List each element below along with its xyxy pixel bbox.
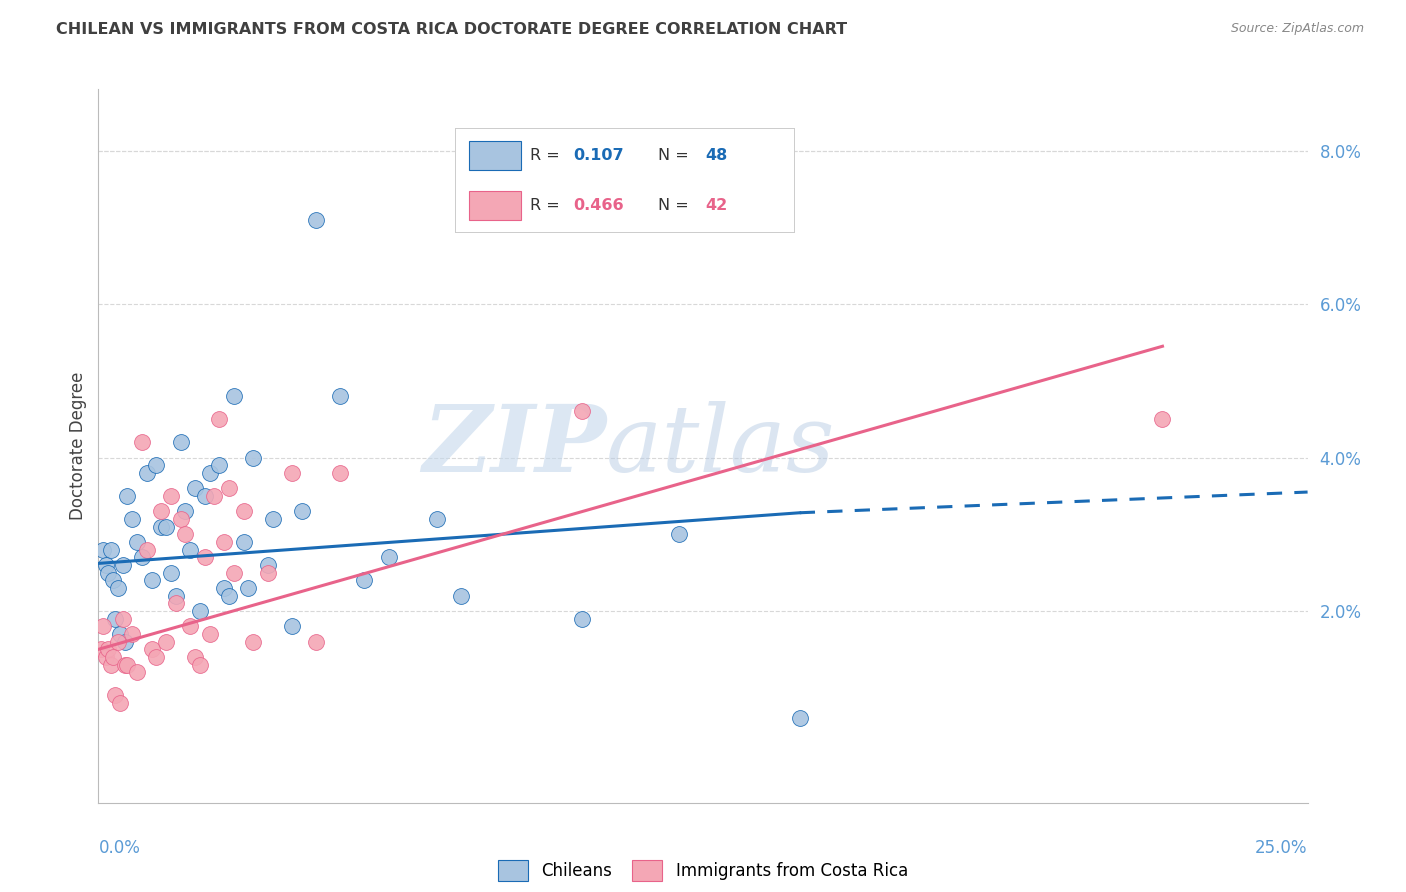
Text: Source: ZipAtlas.com: Source: ZipAtlas.com (1230, 22, 1364, 36)
Text: atlas: atlas (606, 401, 835, 491)
Point (174, 527, 197, 541)
Point (135, 466, 157, 480)
Point (426, 512, 449, 526)
Point (188, 604, 211, 618)
Point (111, 558, 134, 572)
Point (100, 542, 122, 557)
Point (242, 450, 264, 465)
Point (114, 634, 136, 648)
Point (242, 634, 264, 648)
Point (155, 519, 177, 533)
Text: 25.0%: 25.0% (1256, 838, 1308, 856)
Point (100, 657, 122, 672)
Point (668, 527, 690, 541)
Point (91, 542, 114, 557)
Point (184, 481, 207, 495)
Point (218, 589, 240, 603)
Point (377, 550, 399, 565)
Point (571, 404, 593, 418)
Point (108, 627, 131, 641)
Point (204, 489, 226, 503)
Point (131, 435, 153, 450)
Point (150, 504, 173, 518)
Text: ZIP: ZIP (422, 401, 606, 491)
Point (150, 519, 173, 533)
Point (131, 550, 153, 565)
Point (256, 566, 278, 580)
Point (208, 458, 231, 473)
Point (188, 657, 211, 672)
Point (101, 650, 124, 665)
Point (97, 642, 120, 657)
Legend: Chileans, Immigrants from Costa Rica: Chileans, Immigrants from Costa Rica (492, 854, 914, 888)
Point (450, 589, 472, 603)
Point (208, 412, 231, 426)
Point (135, 542, 157, 557)
Point (160, 566, 183, 580)
Point (238, 581, 260, 595)
Point (1152, 412, 1174, 426)
Point (97, 566, 120, 580)
Text: 0.0%: 0.0% (98, 838, 141, 856)
Point (198, 466, 221, 480)
Point (212, 581, 235, 595)
Point (165, 596, 187, 610)
Point (571, 612, 593, 626)
Point (90, 642, 112, 657)
Point (232, 535, 254, 549)
Point (281, 619, 304, 633)
Point (94, 558, 117, 572)
Point (222, 389, 245, 403)
Point (141, 642, 163, 657)
Point (121, 512, 143, 526)
Point (169, 435, 191, 450)
Point (101, 574, 124, 588)
Point (218, 481, 240, 495)
Point (108, 696, 131, 710)
Point (198, 627, 221, 641)
Point (94, 650, 117, 665)
Point (107, 634, 129, 648)
Point (290, 504, 312, 518)
Point (281, 466, 304, 480)
Point (194, 550, 217, 565)
Point (141, 574, 163, 588)
Point (194, 489, 217, 503)
Point (179, 542, 201, 557)
Point (117, 489, 139, 503)
Text: CHILEAN VS IMMIGRANTS FROM COSTA RICA DOCTORATE DEGREE CORRELATION CHART: CHILEAN VS IMMIGRANTS FROM COSTA RICA DO… (56, 22, 848, 37)
Point (121, 627, 143, 641)
Point (155, 634, 177, 648)
Point (127, 665, 149, 680)
Point (256, 558, 278, 572)
Point (104, 612, 127, 626)
Point (232, 504, 254, 518)
Point (114, 657, 136, 672)
Point (127, 535, 149, 549)
Point (91, 619, 114, 633)
Point (329, 389, 352, 403)
Point (107, 581, 129, 595)
Point (179, 619, 201, 633)
Point (145, 458, 167, 473)
Point (165, 589, 187, 603)
Point (353, 574, 375, 588)
Point (305, 212, 328, 227)
Y-axis label: Doctorate Degree: Doctorate Degree (69, 372, 87, 520)
Point (789, 711, 811, 725)
Point (184, 650, 207, 665)
Point (169, 512, 191, 526)
Point (262, 512, 284, 526)
Point (174, 504, 197, 518)
Point (329, 466, 352, 480)
Point (160, 489, 183, 503)
Point (104, 689, 127, 703)
Point (222, 566, 245, 580)
Point (212, 535, 235, 549)
Point (111, 612, 134, 626)
Point (117, 657, 139, 672)
Point (305, 634, 328, 648)
Point (145, 650, 167, 665)
